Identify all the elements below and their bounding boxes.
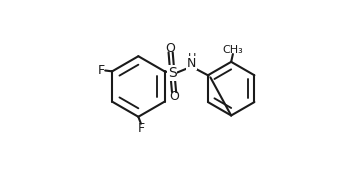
Text: O: O [166, 42, 175, 54]
Text: F: F [97, 64, 105, 77]
Text: N: N [187, 57, 196, 70]
Text: CH₃: CH₃ [223, 45, 243, 55]
Text: H: H [188, 53, 197, 62]
Text: O: O [169, 90, 179, 103]
Text: S: S [168, 66, 177, 80]
Text: F: F [138, 121, 145, 135]
